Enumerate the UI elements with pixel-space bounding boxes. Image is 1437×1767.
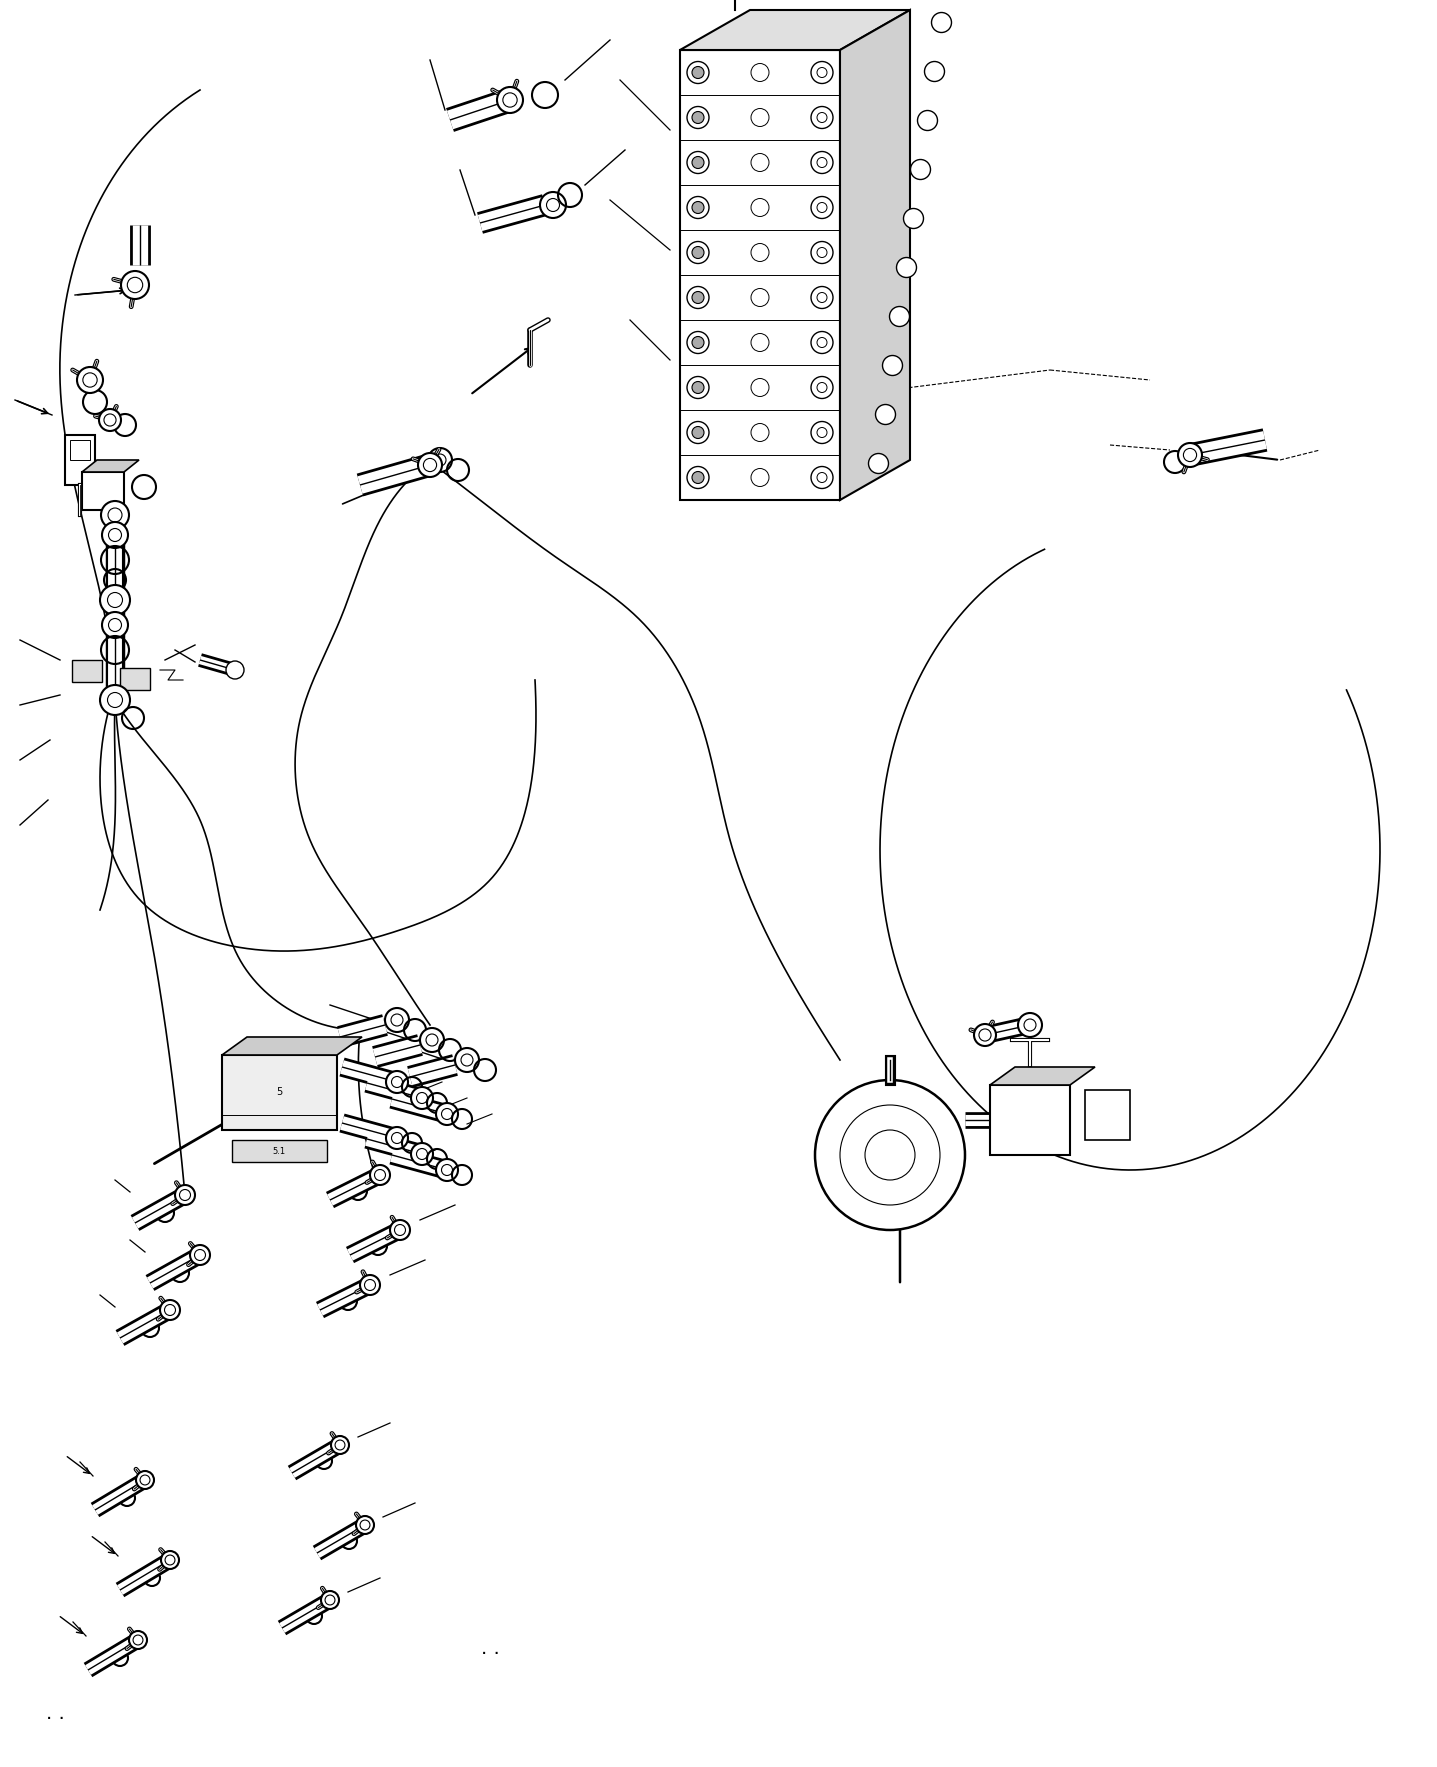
Bar (1085, 1090, 1129, 1140)
Text: · ·: · · (480, 1645, 500, 1665)
Polygon shape (990, 1067, 1095, 1085)
Circle shape (810, 466, 833, 488)
Circle shape (226, 661, 244, 679)
Circle shape (904, 209, 924, 228)
Circle shape (687, 466, 708, 488)
Circle shape (190, 1246, 210, 1265)
Circle shape (931, 12, 951, 32)
Circle shape (810, 106, 833, 129)
Polygon shape (221, 1037, 362, 1055)
Circle shape (369, 1164, 389, 1186)
Circle shape (387, 1071, 408, 1094)
Bar (82, 472, 124, 511)
Circle shape (418, 452, 443, 477)
Bar (990, 1085, 1071, 1156)
Circle shape (810, 62, 833, 83)
Circle shape (810, 332, 833, 353)
Circle shape (917, 111, 937, 131)
Circle shape (160, 1301, 180, 1320)
Circle shape (456, 1048, 479, 1073)
Bar (221, 1055, 338, 1131)
Circle shape (693, 472, 704, 484)
Text: 5: 5 (276, 1087, 282, 1097)
Circle shape (687, 106, 708, 129)
Circle shape (810, 242, 833, 263)
Circle shape (389, 1219, 410, 1240)
Circle shape (687, 286, 708, 309)
Circle shape (693, 201, 704, 214)
Bar (121, 668, 149, 689)
Circle shape (810, 196, 833, 219)
Circle shape (882, 355, 902, 376)
Circle shape (868, 454, 888, 474)
Circle shape (387, 1127, 408, 1149)
Circle shape (540, 193, 566, 217)
Circle shape (320, 1590, 339, 1610)
Circle shape (693, 157, 704, 168)
Circle shape (78, 368, 103, 392)
Circle shape (693, 336, 704, 348)
Circle shape (693, 382, 704, 394)
Circle shape (693, 426, 704, 438)
Circle shape (693, 292, 704, 304)
Circle shape (175, 1186, 195, 1205)
Circle shape (129, 1631, 147, 1649)
Text: · ·: · · (46, 1710, 65, 1728)
Circle shape (161, 1551, 180, 1569)
Circle shape (924, 62, 944, 81)
Circle shape (890, 306, 910, 327)
Circle shape (810, 376, 833, 399)
Bar (72, 661, 102, 682)
Circle shape (687, 376, 708, 399)
Circle shape (435, 1103, 458, 1126)
Bar (680, 49, 841, 500)
Circle shape (102, 521, 128, 548)
Bar (70, 440, 91, 459)
Circle shape (331, 1437, 349, 1454)
Bar (231, 1140, 328, 1163)
Circle shape (897, 258, 917, 277)
Circle shape (1178, 444, 1201, 466)
Circle shape (101, 502, 129, 528)
Circle shape (385, 1007, 410, 1032)
Polygon shape (680, 11, 910, 49)
Circle shape (693, 247, 704, 258)
Circle shape (693, 67, 704, 78)
Circle shape (435, 1159, 458, 1180)
Circle shape (815, 1080, 966, 1230)
Circle shape (411, 1143, 433, 1164)
Circle shape (974, 1025, 996, 1046)
Circle shape (428, 449, 453, 472)
Circle shape (101, 585, 129, 615)
Circle shape (911, 159, 931, 180)
Circle shape (810, 286, 833, 309)
Circle shape (693, 111, 704, 124)
Circle shape (687, 152, 708, 173)
Circle shape (356, 1516, 374, 1534)
Circle shape (1017, 1012, 1042, 1037)
Circle shape (497, 87, 523, 113)
Circle shape (121, 270, 149, 299)
Circle shape (137, 1470, 154, 1490)
Bar (65, 435, 95, 484)
Circle shape (810, 152, 833, 173)
Circle shape (411, 1087, 433, 1110)
Circle shape (687, 332, 708, 353)
Circle shape (361, 1276, 379, 1295)
Polygon shape (82, 459, 139, 472)
Polygon shape (841, 11, 910, 500)
Circle shape (420, 1028, 444, 1051)
Circle shape (101, 686, 129, 716)
Circle shape (687, 62, 708, 83)
Circle shape (687, 196, 708, 219)
Circle shape (687, 242, 708, 263)
Circle shape (687, 422, 708, 444)
Circle shape (99, 408, 121, 431)
Circle shape (810, 422, 833, 444)
Circle shape (102, 611, 128, 638)
Circle shape (875, 405, 895, 424)
Text: 5.1: 5.1 (273, 1147, 286, 1156)
